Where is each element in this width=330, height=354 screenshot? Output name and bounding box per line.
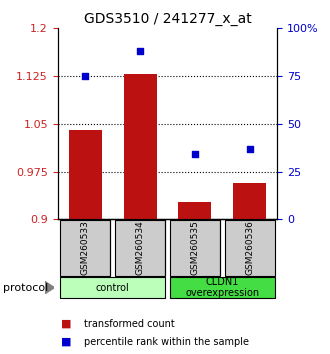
- Bar: [69, 130, 102, 219]
- Bar: [170, 220, 220, 275]
- Bar: [179, 202, 212, 219]
- Text: transformed count: transformed count: [84, 319, 175, 329]
- Point: [137, 48, 143, 54]
- Text: percentile rank within the sample: percentile rank within the sample: [84, 337, 249, 347]
- Bar: [233, 183, 266, 219]
- Text: ■: ■: [61, 319, 72, 329]
- Bar: [123, 74, 156, 219]
- Bar: [115, 220, 165, 275]
- Bar: [60, 277, 165, 298]
- Text: GSM260535: GSM260535: [190, 220, 199, 275]
- Point: [247, 146, 252, 152]
- Polygon shape: [45, 281, 54, 294]
- Text: GSM260533: GSM260533: [81, 220, 90, 275]
- Text: protocol: protocol: [3, 282, 49, 293]
- Point: [82, 73, 88, 79]
- Text: control: control: [96, 282, 129, 293]
- Bar: [225, 220, 275, 275]
- Text: CLDN1
overexpression: CLDN1 overexpression: [185, 277, 259, 298]
- Bar: [170, 277, 275, 298]
- Text: ■: ■: [61, 337, 72, 347]
- Bar: [60, 220, 110, 275]
- Text: GSM260536: GSM260536: [245, 220, 254, 275]
- Title: GDS3510 / 241277_x_at: GDS3510 / 241277_x_at: [83, 12, 251, 26]
- Text: GSM260534: GSM260534: [136, 221, 145, 275]
- Point: [192, 152, 198, 157]
